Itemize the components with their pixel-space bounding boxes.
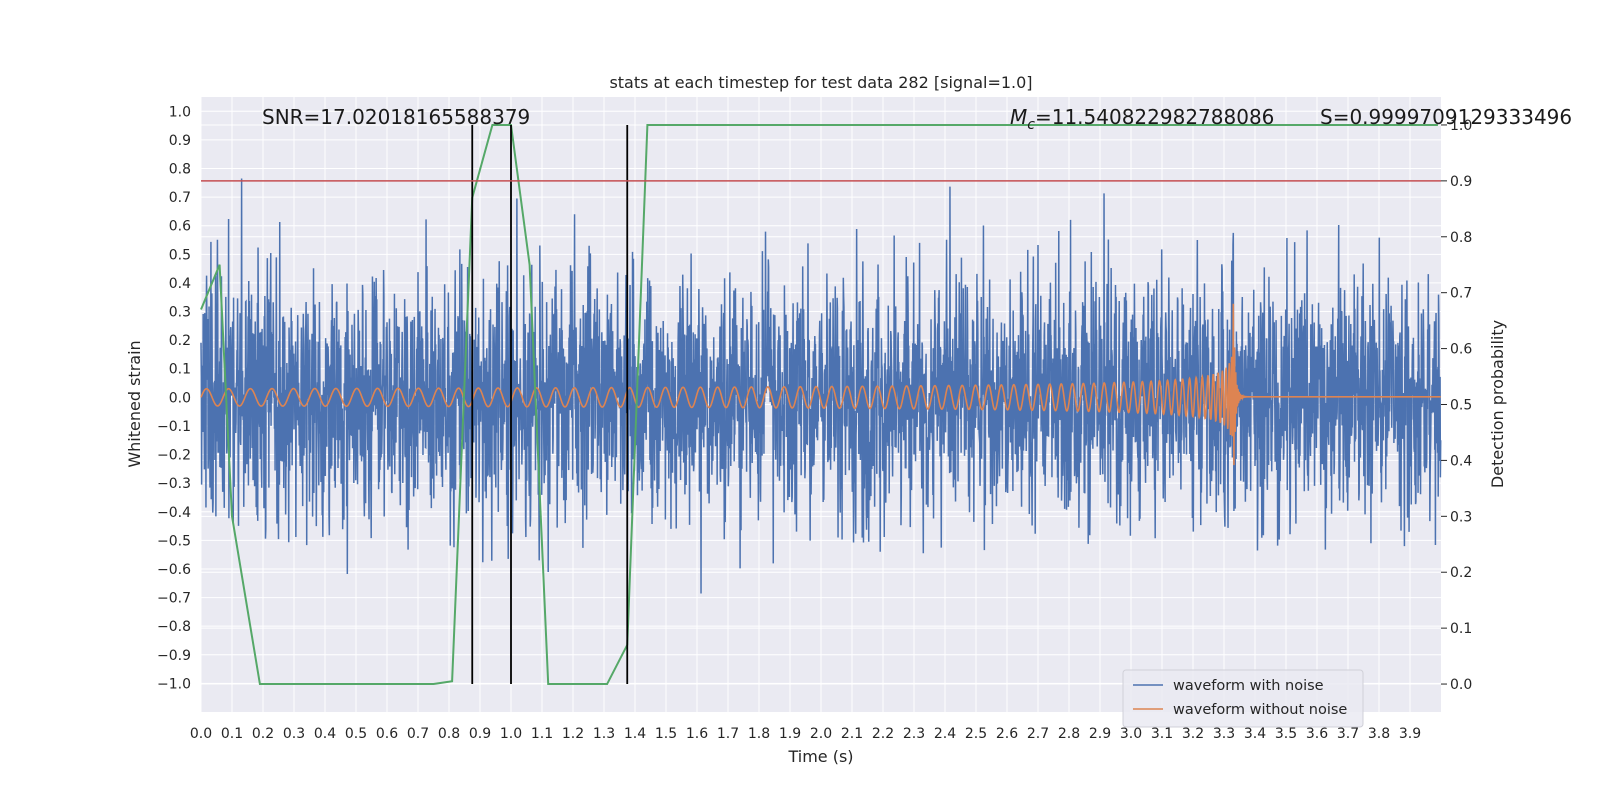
y-tick-label: 0.4 xyxy=(169,276,191,292)
x-tick-label: 1.6 xyxy=(686,726,708,742)
vertical-markers xyxy=(471,124,629,685)
x-tick-label: 0.8 xyxy=(438,726,460,742)
y-tick-label: −0.7 xyxy=(157,591,191,607)
x-tick-label: 2.4 xyxy=(934,726,956,742)
y-tick-label: 0.2 xyxy=(169,333,191,349)
clean-line xyxy=(200,303,1441,466)
x-tick-label: 1.0 xyxy=(500,726,522,742)
x-tick-label: 3.3 xyxy=(1213,726,1235,742)
y2-tick-label: 0.1 xyxy=(1450,621,1472,637)
x-tick-label: 1.5 xyxy=(655,726,677,742)
x-tick-label: 1.7 xyxy=(717,726,739,742)
x-tick-label: 2.0 xyxy=(810,726,832,742)
x-tick-label: 3.2 xyxy=(1182,726,1204,742)
x-tick-label: 2.1 xyxy=(841,726,863,742)
y-axis-title: Whitened strain xyxy=(125,340,144,467)
y2-tick-label: 0.4 xyxy=(1450,453,1472,469)
x-tick-label: 1.3 xyxy=(593,726,615,742)
y2-tick-label: 0.9 xyxy=(1450,174,1472,190)
chirp-mass-symbol: M xyxy=(1010,105,1027,129)
y2-tick-label: 0.2 xyxy=(1450,565,1472,581)
chirp-mass-value: =11.540822982788086 xyxy=(1035,105,1274,129)
x-tick-label: 0.9 xyxy=(469,726,491,742)
y-tick-label: 0.7 xyxy=(169,190,191,206)
x-tick-label: 1.1 xyxy=(531,726,553,742)
y2-tick-label: 0.8 xyxy=(1450,230,1472,246)
x-tick-label: 2.6 xyxy=(996,726,1018,742)
y2-tick-label: 0.3 xyxy=(1450,509,1472,525)
x-tick-label: 2.7 xyxy=(1027,726,1049,742)
x-tick-label: 1.8 xyxy=(748,726,770,742)
y-tick-label: −0.4 xyxy=(157,505,191,521)
x-tick-label: 2.5 xyxy=(965,726,987,742)
x-tick-label: 0.7 xyxy=(407,726,429,742)
y-tick-label: 0.5 xyxy=(169,247,191,263)
y-tick-label: −0.9 xyxy=(157,648,191,664)
x-tick-label: 0.2 xyxy=(252,726,274,742)
y-tick-label: 0.9 xyxy=(169,133,191,149)
x-tick-label: 3.1 xyxy=(1151,726,1173,742)
x-tick-label: 0.1 xyxy=(221,726,243,742)
x-axis-title: Time (s) xyxy=(787,747,853,766)
y-tick-label: 0.1 xyxy=(169,362,191,378)
y2-axis-title: Detection probability xyxy=(1488,320,1507,488)
y-tick-label: −0.2 xyxy=(157,448,191,464)
y-tick-label: 0.3 xyxy=(169,305,191,321)
x-tick-label: 1.2 xyxy=(562,726,584,742)
x-tick-label: 2.2 xyxy=(872,726,894,742)
y2-tick-label: 0.7 xyxy=(1450,286,1472,302)
series-detection-probability xyxy=(200,123,1438,686)
x-tick-label: 0.5 xyxy=(345,726,367,742)
x-tick-labels: 0.0 0.1 0.2 0.3 0.4 0.5 0.6 0.7 0.8 0.9 1.0 1.1 1.2 1… xyxy=(190,726,1421,742)
x-tick-label: 3.0 xyxy=(1120,726,1142,742)
legend-box xyxy=(1122,669,1364,728)
legend-label-clean: waveform without noise xyxy=(1173,702,1347,718)
x-tick-label: 3.5 xyxy=(1275,726,1297,742)
y-tick-label: −0.5 xyxy=(157,533,191,549)
legend: waveform with noise waveform without noi… xyxy=(1122,669,1364,728)
y-tick-label: −0.8 xyxy=(157,619,191,635)
y-tick-label: −0.6 xyxy=(157,562,191,578)
x-tick-label: 3.8 xyxy=(1368,726,1390,742)
chirp-mass-subscript: c xyxy=(1027,117,1035,133)
y-tick-label: −0.1 xyxy=(157,419,191,435)
y2-tick-label: 0.0 xyxy=(1450,677,1472,693)
x-tick-label: 2.9 xyxy=(1089,726,1111,742)
probability-line xyxy=(200,123,1438,686)
y2-tick-labels: 1.0 0.9 0.8 0.7 0.6 0.5 0.4 0.3 0.2 0.1 0.0 xyxy=(1441,118,1472,693)
legend-label-noise: waveform with noise xyxy=(1173,678,1324,694)
y-tick-label: −0.3 xyxy=(157,476,191,492)
y-tick-label: 0.0 xyxy=(169,390,191,406)
y-tick-label: 0.8 xyxy=(169,162,191,178)
x-tick-label: 0.6 xyxy=(376,726,398,742)
y-tick-label: −1.0 xyxy=(157,676,191,692)
y-tick-label: 1.0 xyxy=(169,104,191,120)
s-annotation: S=0.9999709129333496 xyxy=(1320,105,1572,129)
y2-tick-label: 0.6 xyxy=(1450,342,1472,358)
x-tick-label: 1.4 xyxy=(624,726,646,742)
x-tick-label: 3.7 xyxy=(1337,726,1359,742)
chirp-mass-annotation: Mc=11.540822982788086 xyxy=(1010,105,1274,133)
x-tick-label: 3.6 xyxy=(1306,726,1328,742)
x-tick-label: 2.3 xyxy=(903,726,925,742)
series-waveform-without-noise xyxy=(200,303,1441,466)
y-tick-labels: 1.0 0.9 0.8 0.7 0.6 0.5 0.4 0.3 0.2 0.1 0.0 −0.1 −0.… xyxy=(157,104,191,692)
x-tick-label: 0.4 xyxy=(314,726,336,742)
y2-tick-label: 1.0 xyxy=(1450,118,1472,134)
x-tick-label: 0.3 xyxy=(283,726,305,742)
chart-title: stats at each timestep for test data 282… xyxy=(609,73,1032,92)
x-tick-label: 3.9 xyxy=(1399,726,1421,742)
snr-annotation: SNR=17.02018165588379 xyxy=(262,105,530,129)
x-tick-label: 3.4 xyxy=(1244,726,1266,742)
x-tick-label: 0.0 xyxy=(190,726,212,742)
x-tick-label: 1.9 xyxy=(779,726,801,742)
x-tick-label: 2.8 xyxy=(1058,726,1080,742)
y2-tick-label: 0.5 xyxy=(1450,398,1472,414)
y-tick-label: 0.6 xyxy=(169,219,191,235)
